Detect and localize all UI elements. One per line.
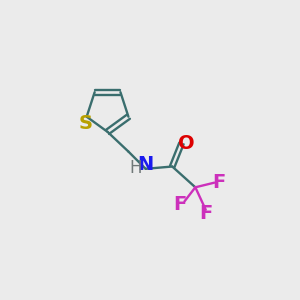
Text: S: S: [79, 114, 92, 133]
Text: O: O: [178, 134, 194, 153]
Text: H: H: [130, 159, 142, 177]
Text: F: F: [212, 173, 225, 192]
Text: F: F: [199, 204, 212, 224]
Text: F: F: [174, 195, 187, 214]
Text: N: N: [137, 155, 154, 174]
